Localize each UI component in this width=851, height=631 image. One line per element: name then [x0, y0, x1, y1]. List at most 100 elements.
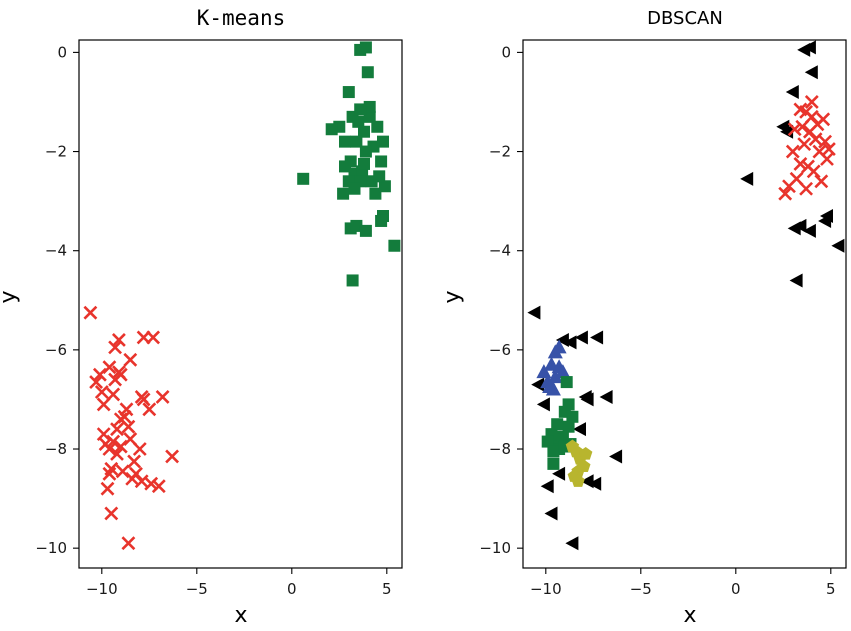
kmeans-point-cluster-1	[297, 172, 310, 185]
kmeans-point-cluster-0	[123, 352, 138, 367]
dbscan-point-noise	[804, 65, 818, 80]
dbscan-point-cluster-2	[560, 376, 573, 389]
dbscan-point-cluster-0	[782, 179, 796, 194]
dbscan-point-cluster-2	[562, 420, 575, 433]
kmeans-point-cluster-1	[348, 182, 361, 195]
dbscan-point-noise	[609, 449, 623, 464]
kmeans-point-cluster-0	[121, 536, 136, 551]
dbscan-point-noise	[536, 397, 550, 412]
dbscan-point-noise	[588, 476, 602, 491]
dbscan-point-noise	[578, 389, 592, 404]
kmeans-point-cluster-0	[151, 479, 166, 494]
dbscan-xtick-label: 0	[731, 580, 741, 598]
kmeans-point-cluster-1	[373, 170, 386, 183]
kmeans-xtick-label: 5	[382, 580, 392, 598]
kmeans-ylabel: y	[0, 290, 21, 303]
kmeans-ytick-label: −8	[45, 440, 67, 458]
dbscan-ytick-label: 0	[501, 43, 511, 61]
kmeans-point-cluster-1	[325, 123, 338, 136]
kmeans-point-cluster-1	[339, 160, 351, 173]
kmeans-point-cluster-1	[371, 120, 384, 133]
dbscan-ytick-label: −10	[479, 539, 511, 557]
kmeans-axes-frame	[78, 39, 403, 569]
dbscan-point-noise	[527, 305, 541, 320]
kmeans-ytick-label: −4	[45, 242, 67, 260]
kmeans-point-cluster-0	[102, 360, 117, 375]
dbscan-ytick-label: −8	[489, 440, 511, 458]
kmeans-point-cluster-1	[359, 41, 372, 54]
dbscan-point-cluster-1	[545, 381, 561, 396]
dbscan-point-cluster-2	[547, 457, 560, 470]
dbscan-point-cluster-3	[571, 474, 585, 487]
dbscan-point-cluster-1	[551, 339, 567, 354]
kmeans-point-cluster-1	[363, 110, 376, 123]
dbscan-point-cluster-0	[793, 157, 808, 171]
dbscan-point-noise	[540, 479, 554, 494]
dbscan-point-noise	[802, 40, 816, 55]
dbscan-ytick-label: −2	[489, 143, 511, 161]
kmeans-point-cluster-0	[144, 476, 159, 491]
dbscan-point-cluster-0	[799, 181, 814, 196]
kmeans-point-cluster-1	[369, 187, 382, 200]
kmeans-point-cluster-0	[125, 471, 140, 486]
kmeans-point-cluster-1	[359, 224, 372, 237]
kmeans-point-cluster-0	[106, 434, 121, 449]
dbscan-ticks: −10 −5 0 5 0 −2 −4 −6 −8 −10	[479, 43, 835, 598]
kmeans-point-cluster-0	[113, 412, 128, 427]
kmeans-point-cluster-0	[146, 330, 161, 345]
kmeans-xlabel: x	[234, 603, 247, 628]
kmeans-xtick-label: −10	[86, 580, 118, 598]
dbscan-point-noise	[544, 506, 558, 521]
kmeans-point-cluster-0	[111, 333, 126, 347]
kmeans-point-cluster-1	[339, 135, 351, 148]
dbscan-point-cluster-3	[579, 447, 593, 460]
kmeans-point-cluster-1	[378, 180, 391, 193]
dbscan-panel: DBSCAN −10 −5 0 5 0 −2 −4 −6 −8 −10 x y	[440, 8, 847, 628]
kmeans-point-cluster-0	[92, 367, 107, 382]
dbscan-point-cluster-1	[555, 364, 571, 379]
dbscan-axes-frame	[522, 39, 847, 569]
kmeans-point-cluster-1	[337, 187, 350, 200]
kmeans-point-cluster-0	[113, 439, 128, 454]
dbscan-point-cluster-0	[797, 137, 812, 152]
dbscan-point-cluster-3	[577, 459, 591, 472]
dbscan-point-cluster-2	[541, 435, 554, 448]
dbscan-point-noise	[552, 466, 566, 481]
dbscan-title: DBSCAN	[647, 8, 723, 29]
dbscan-point-noise	[590, 330, 604, 345]
dbscan-xtick-label: −5	[630, 580, 652, 598]
kmeans-point-cluster-0	[155, 390, 170, 404]
kmeans-ytick-label: 0	[57, 43, 67, 61]
dbscan-point-noise	[831, 238, 845, 253]
kmeans-point-cluster-0	[106, 387, 121, 402]
kmeans-point-cluster-0	[102, 442, 117, 456]
kmeans-ytick-label: −2	[45, 143, 67, 161]
kmeans-panel: K-means −10 −5 0 5 0 −2 −4 −6 −8 −10 x y	[0, 6, 403, 628]
kmeans-point-cluster-0	[113, 367, 128, 382]
kmeans-point-cluster-1	[350, 135, 363, 148]
kmeans-point-cluster-0	[108, 340, 123, 355]
kmeans-title: K-means	[197, 6, 286, 30]
kmeans-ytick-label: −6	[45, 341, 67, 359]
kmeans-point-cluster-0	[100, 481, 115, 496]
kmeans-xtick-label: −5	[186, 580, 208, 598]
dbscan-point-cluster-0	[787, 122, 802, 137]
dbscan-point-noise	[573, 422, 586, 437]
dbscan-xtick-label: −10	[530, 580, 562, 598]
dbscan-point-cluster-0	[778, 186, 793, 201]
kmeans-point-cluster-0	[127, 454, 142, 469]
dbscan-point-noise	[789, 273, 803, 288]
kmeans-point-cluster-0	[142, 402, 157, 417]
dbscan-point-noise	[599, 389, 613, 404]
dbscan-point-cluster-0	[785, 144, 800, 159]
kmeans-point-cluster-1	[333, 120, 346, 133]
kmeans-xtick-label: 0	[287, 580, 297, 598]
dbscan-point-cluster-0	[804, 95, 819, 109]
dbscan-point-cluster-0	[816, 112, 831, 127]
kmeans-point-cluster-1	[375, 214, 388, 227]
kmeans-point-cluster-0	[83, 305, 98, 320]
kmeans-point-cluster-1	[375, 155, 388, 168]
dbscan-point-cluster-0	[820, 152, 834, 166]
kmeans-point-cluster-0	[89, 375, 104, 390]
